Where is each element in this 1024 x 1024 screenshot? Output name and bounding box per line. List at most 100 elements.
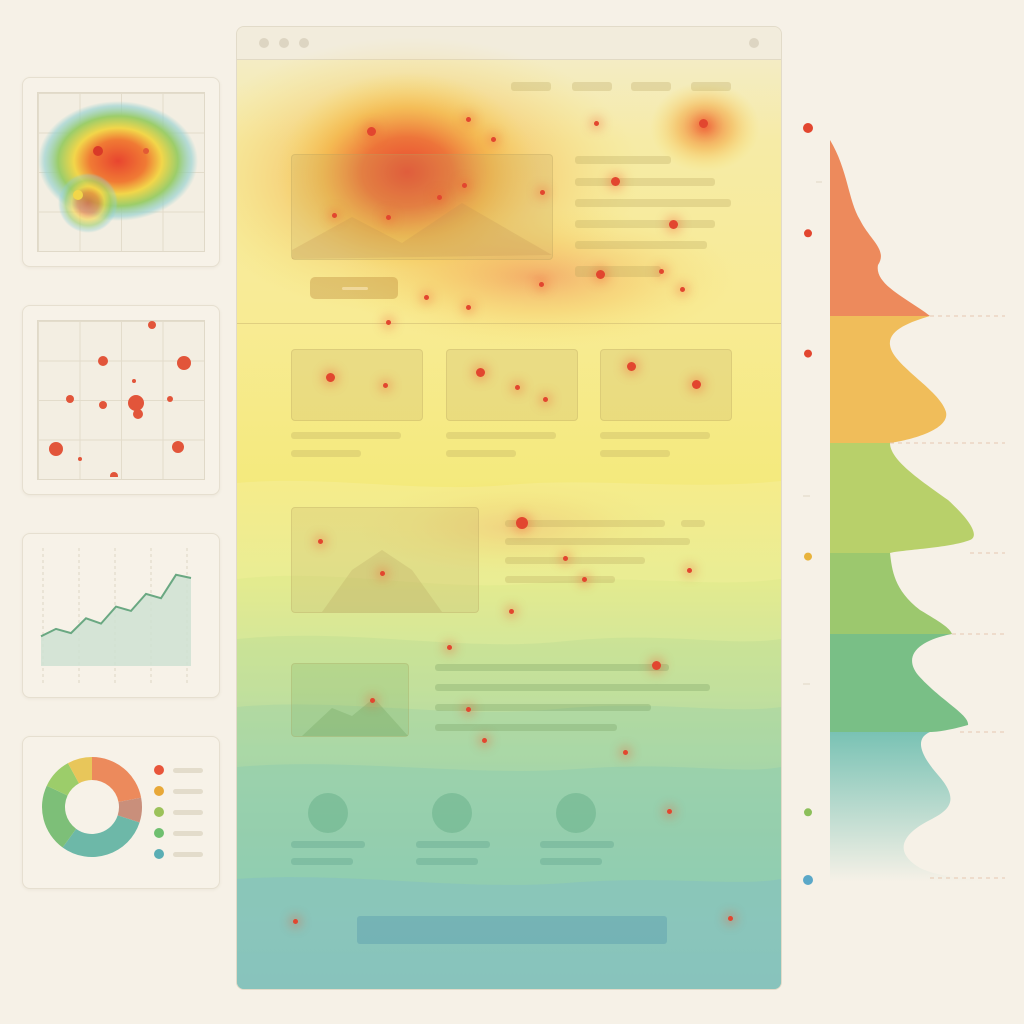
heat-overlay xyxy=(237,37,760,577)
page-heatmap-viewport[interactable] xyxy=(236,26,782,990)
hero-text-line xyxy=(575,199,731,207)
click-point xyxy=(540,190,545,195)
click-point xyxy=(424,295,429,300)
cta-button-label xyxy=(342,287,368,290)
hotspot-marker xyxy=(93,146,103,156)
cta-button[interactable] xyxy=(310,277,398,299)
depth-band-teal xyxy=(830,732,1000,882)
click-point xyxy=(380,571,385,576)
scroll-depth-distribution xyxy=(830,140,1005,882)
scatter-point xyxy=(49,442,63,456)
click-point xyxy=(370,698,375,703)
click-point xyxy=(539,282,544,287)
feature-card-text xyxy=(291,450,361,457)
hero-image xyxy=(291,154,553,260)
legend-label xyxy=(173,789,203,794)
media-text-line xyxy=(505,520,665,527)
scroll-depth-bands xyxy=(237,480,781,989)
click-point xyxy=(466,305,471,310)
legend-label xyxy=(173,768,203,773)
depth-band-green xyxy=(830,553,952,634)
donut-segment xyxy=(46,763,79,796)
window-dot-icon[interactable] xyxy=(299,38,309,48)
scatter-point xyxy=(78,457,82,461)
click-point xyxy=(491,137,496,142)
media-text-line xyxy=(681,520,705,527)
media-text-line xyxy=(505,576,615,583)
footer-bar[interactable] xyxy=(357,916,667,944)
scatter-point xyxy=(172,441,184,453)
donut-segment xyxy=(117,797,142,823)
scatter-point xyxy=(133,409,143,419)
donut-segment xyxy=(62,815,140,857)
media-image xyxy=(291,663,409,737)
scatter-point xyxy=(110,472,118,477)
window-dot-icon[interactable] xyxy=(259,38,269,48)
media-text-line xyxy=(435,684,710,691)
team-text-line xyxy=(291,858,353,865)
team-text-line xyxy=(540,841,614,848)
click-point xyxy=(594,121,599,126)
donut-segment xyxy=(92,757,142,802)
nav-link[interactable] xyxy=(572,82,612,91)
click-point xyxy=(667,809,672,814)
donut-chart-thumbnail[interactable] xyxy=(22,736,220,889)
scatter-point xyxy=(177,356,191,370)
depth-marker xyxy=(803,123,813,133)
team-text-line xyxy=(540,858,602,865)
click-point xyxy=(367,127,376,136)
click-point xyxy=(386,215,391,220)
depth-band-red xyxy=(830,140,930,316)
scatter-point xyxy=(98,356,108,366)
legend-label xyxy=(173,810,203,815)
line-chart-preview xyxy=(37,548,205,683)
scatter-point xyxy=(128,395,144,411)
feature-card-image xyxy=(600,349,732,421)
feature-card-text xyxy=(600,450,670,457)
legend-label xyxy=(173,831,203,836)
depth-band-seagreen xyxy=(830,634,969,732)
nav-link[interactable] xyxy=(631,82,671,91)
donut-segment xyxy=(67,757,92,784)
heatmap-thumbnail[interactable] xyxy=(22,77,220,267)
hero-text-line xyxy=(575,178,715,186)
depth-marker xyxy=(804,349,812,358)
media-text-line xyxy=(435,724,617,731)
scatter-thumbnail[interactable] xyxy=(22,305,220,495)
click-point xyxy=(699,119,708,128)
click-point xyxy=(692,380,701,389)
scatter-point xyxy=(66,395,74,403)
legend-dot xyxy=(154,765,164,775)
scatter-point xyxy=(132,379,136,383)
legend-dot xyxy=(154,849,164,859)
legend-dot xyxy=(154,828,164,838)
avatar xyxy=(308,793,348,833)
nav-link[interactable] xyxy=(511,82,551,91)
click-point xyxy=(687,568,692,573)
click-point xyxy=(293,919,298,924)
nav-link[interactable] xyxy=(691,82,731,91)
click-point xyxy=(466,117,471,122)
media-text-line xyxy=(435,664,669,671)
click-point xyxy=(563,556,568,561)
click-point xyxy=(462,183,467,188)
click-point xyxy=(611,177,620,186)
legend-dot xyxy=(154,807,164,817)
click-point xyxy=(332,213,337,218)
click-point xyxy=(680,287,685,292)
feature-card-image xyxy=(291,349,423,421)
click-point xyxy=(383,383,388,388)
window-dot-icon[interactable] xyxy=(279,38,289,48)
avatar xyxy=(432,793,472,833)
legend-dot xyxy=(154,786,164,796)
click-point xyxy=(476,368,485,377)
feature-card-text xyxy=(291,432,401,439)
depth-marker xyxy=(803,875,813,885)
legend-label xyxy=(173,852,203,857)
feature-card-text xyxy=(446,432,556,439)
window-menu-icon[interactable] xyxy=(749,38,759,48)
line-chart-thumbnail[interactable] xyxy=(22,533,220,698)
team-text-line xyxy=(291,841,365,848)
click-point xyxy=(437,195,442,200)
click-point xyxy=(543,397,548,402)
